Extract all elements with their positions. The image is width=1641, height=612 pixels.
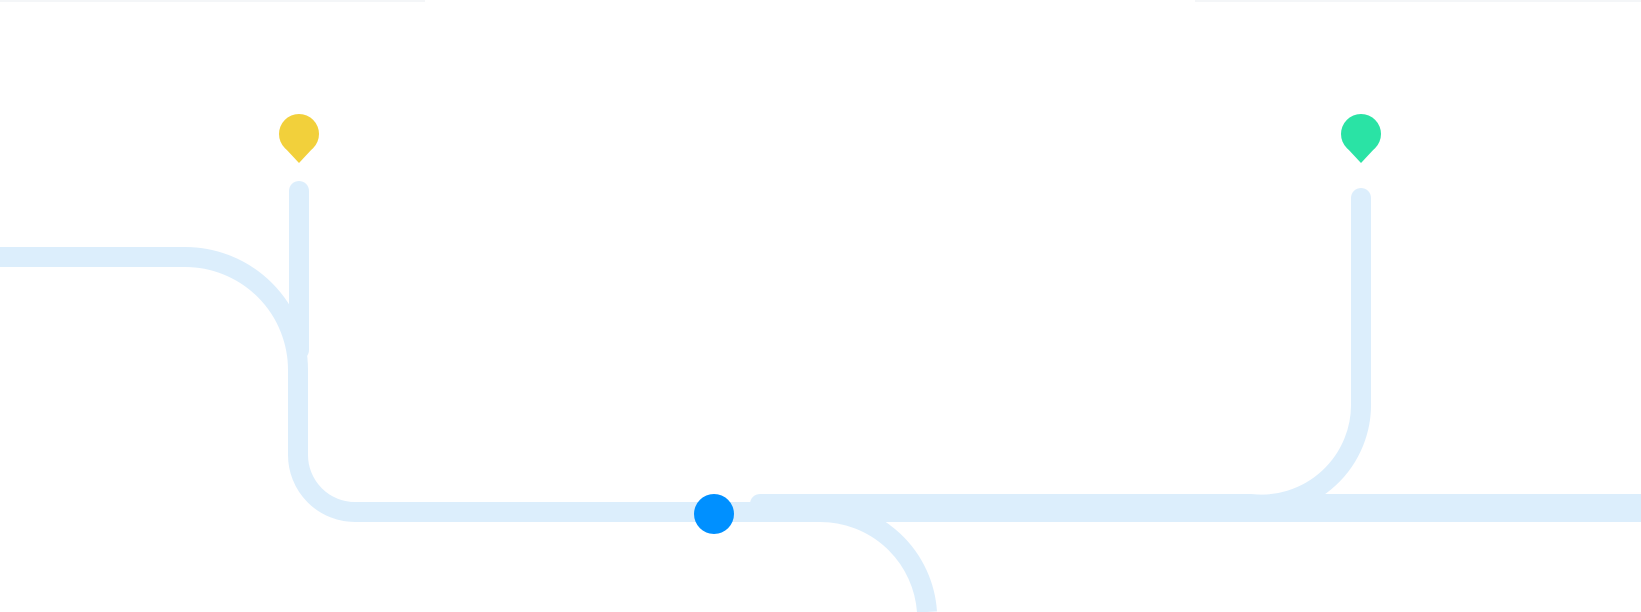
current-position-dot[interactable]: [694, 494, 734, 534]
left-incoming-track: [0, 247, 830, 522]
top-edge-left: [0, 0, 425, 2]
location-pin-yellow-icon[interactable]: [279, 114, 319, 163]
green-pin-connector: [750, 188, 1372, 515]
location-pin-green-icon[interactable]: [1341, 114, 1381, 163]
top-edge-right: [1195, 0, 1641, 2]
bottom-branch-track: [819, 501, 937, 612]
route-tracks: [0, 181, 1641, 612]
